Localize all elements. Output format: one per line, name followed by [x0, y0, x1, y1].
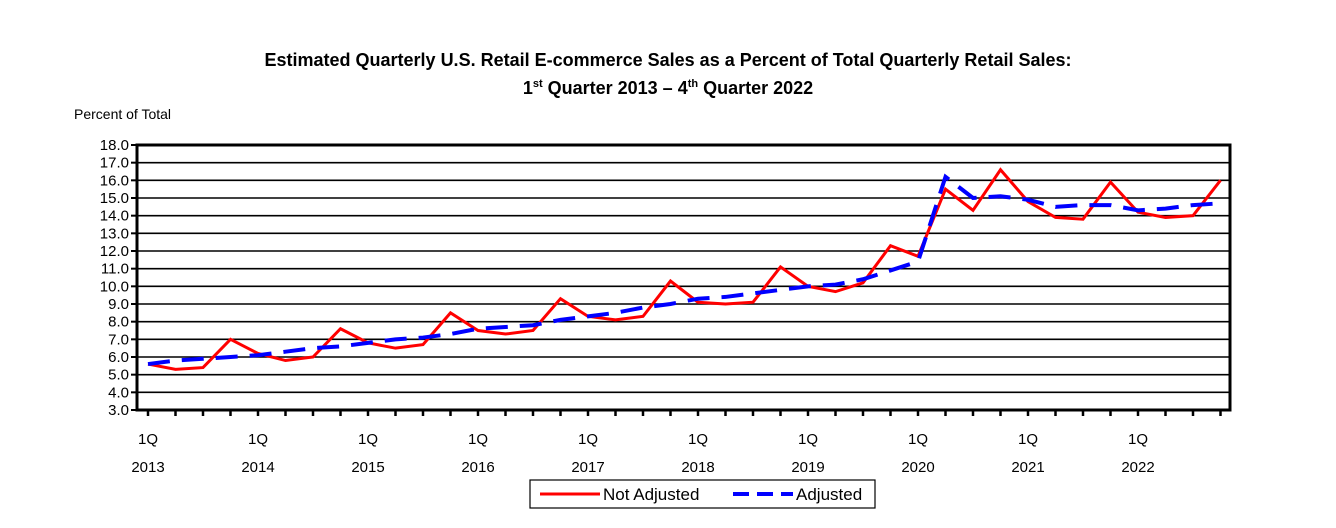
- y-tick-label: 9.0: [108, 296, 129, 313]
- x-tick-label: 2022: [1121, 459, 1154, 476]
- y-tick-label: 8.0: [108, 314, 129, 331]
- subtitle-part: Quarter 2013 –: [542, 78, 678, 98]
- x-tick-label: 2014: [241, 459, 274, 476]
- y-tick-label: 6.0: [108, 349, 129, 366]
- x-tick-label: 1Q: [688, 431, 708, 448]
- subtitle-part: Quarter 2022: [698, 78, 814, 98]
- chart-subtitle: 1st Quarter 2013 – 4th Quarter 2022: [0, 78, 1336, 99]
- legend-label: Not Adjusted: [603, 485, 699, 504]
- x-tick-label: 2018: [681, 459, 714, 476]
- x-tick-label: 1Q: [578, 431, 598, 448]
- y-tick-label: 17.0: [100, 155, 129, 172]
- x-tick-label: 1Q: [468, 431, 488, 448]
- y-tick-label: 11.0: [101, 261, 129, 278]
- x-tick-label: 1Q: [908, 431, 928, 448]
- y-tick-label: 3.0: [108, 402, 129, 419]
- x-tick-label: 2021: [1011, 459, 1044, 476]
- x-tick-label: 1Q: [1128, 431, 1148, 448]
- y-tick-label: 4.0: [108, 384, 129, 401]
- legend-label: Adjusted: [796, 485, 862, 504]
- y-tick-label: 18.0: [100, 137, 129, 154]
- x-tick-label: 2016: [461, 459, 494, 476]
- y-tick-label: 12.0: [100, 243, 129, 260]
- x-tick-label: 2017: [571, 459, 604, 476]
- y-tick-label: 5.0: [108, 367, 129, 384]
- y-tick-label: 14.0: [100, 208, 129, 225]
- subtitle-sup: st: [532, 78, 543, 90]
- y-tick-label: 13.0: [100, 225, 129, 242]
- y-tick-label: 15.0: [100, 190, 129, 207]
- y-tick-label: 7.0: [108, 331, 129, 348]
- x-tick-label: 1Q: [358, 431, 378, 448]
- y-axis-label: Percent of Total: [74, 106, 172, 122]
- series-line-adjusted: [147, 173, 1221, 367]
- y-tick-label: 16.0: [100, 172, 129, 189]
- plot-frame: [135, 143, 1232, 412]
- x-tick-label: 2013: [131, 459, 164, 476]
- x-tick-label: 1Q: [248, 431, 268, 448]
- chart-title: Estimated Quarterly U.S. Retail E-commer…: [264, 50, 1072, 70]
- x-tick-label: 1Q: [1018, 431, 1038, 448]
- x-tick-label: 1Q: [798, 431, 818, 448]
- subtitle-sup: th: [687, 78, 699, 90]
- subtitle-part: 4: [677, 78, 688, 98]
- x-tick-label: 2020: [901, 459, 934, 476]
- subtitle-part: 1: [522, 78, 533, 98]
- y-tick-label: 10.0: [100, 278, 129, 295]
- x-tick-label: 2019: [791, 459, 824, 476]
- series-line-not-adjusted: [147, 167, 1222, 371]
- x-tick-label: 1Q: [138, 431, 158, 448]
- x-tick-label: 2015: [351, 459, 384, 476]
